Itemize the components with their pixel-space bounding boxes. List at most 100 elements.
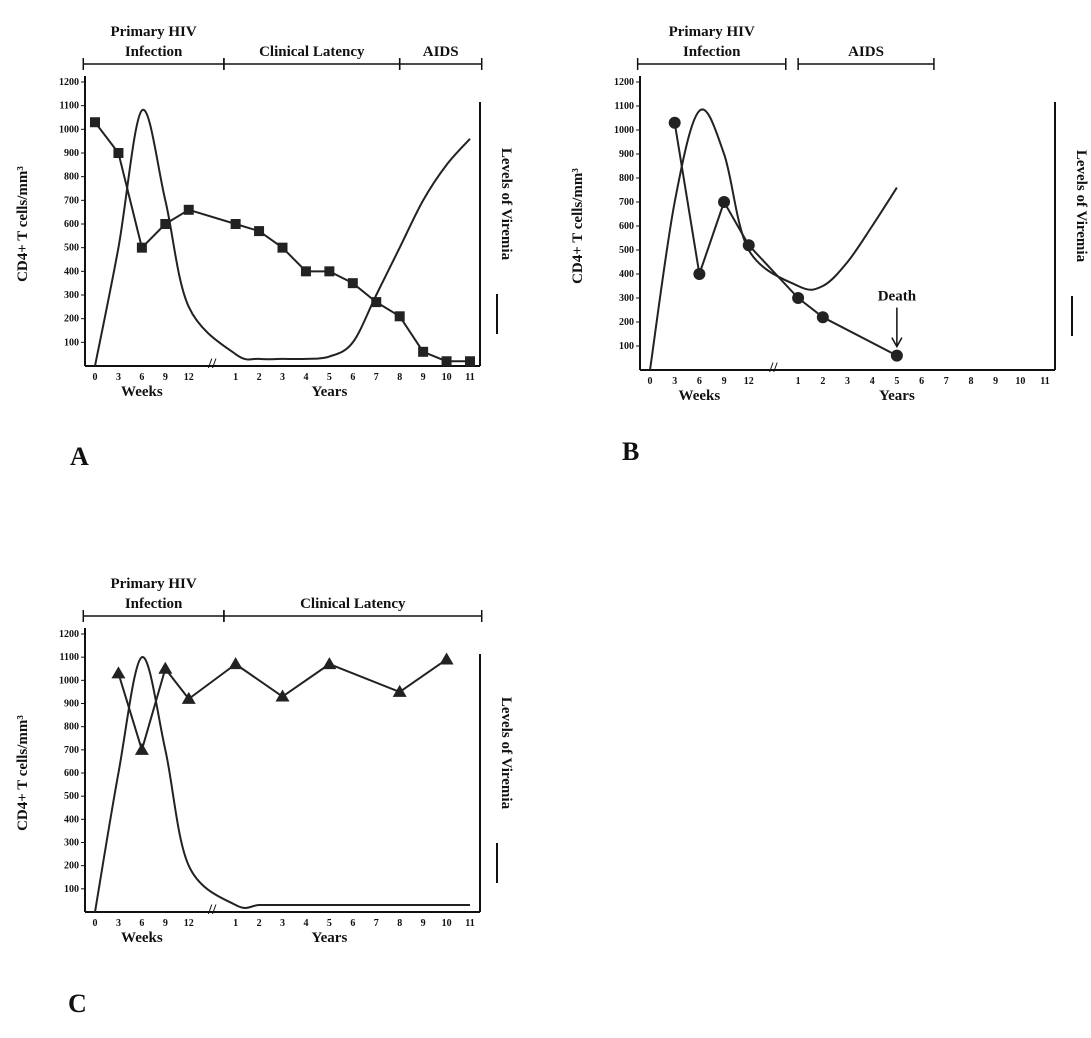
- x-tick-label: 2: [820, 376, 825, 387]
- marker: [231, 219, 241, 229]
- x-tick-label: 9: [163, 372, 168, 383]
- marker: [348, 278, 358, 288]
- y-tick-label: 400: [619, 269, 634, 280]
- x-tick-label: 12: [184, 918, 194, 929]
- y-tick-label: 500: [619, 245, 634, 256]
- marker: [111, 666, 125, 678]
- axis-break: //: [207, 356, 217, 372]
- marker: [254, 226, 264, 236]
- connector: [118, 673, 141, 749]
- y-tick-label: 1200: [59, 629, 79, 640]
- y-tick-label: 900: [619, 149, 634, 160]
- x-tick-label: 0: [93, 372, 98, 383]
- y-tick-label: 900: [64, 699, 79, 710]
- x-tick-label: 3: [116, 372, 121, 383]
- marker: [301, 266, 311, 276]
- x-label: Weeks: [121, 384, 163, 400]
- x-tick-label: 3: [280, 372, 285, 383]
- axis-break: //: [768, 360, 778, 376]
- y2-label: Levels of Viremia: [498, 148, 514, 261]
- y-tick-label: 800: [64, 722, 79, 733]
- x-label: Weeks: [679, 388, 721, 404]
- marker: [442, 356, 452, 366]
- marker: [718, 196, 730, 208]
- y-tick-label: 200: [619, 317, 634, 328]
- x-tick-label: 5: [327, 918, 332, 929]
- marker: [891, 350, 903, 362]
- phase-label: Infection: [683, 44, 741, 60]
- marker: [90, 117, 100, 127]
- x-tick-label: 6: [919, 376, 924, 387]
- x-tick-label: 6: [139, 918, 144, 929]
- x-tick-label: 9: [993, 376, 998, 387]
- y-tick-label: 400: [64, 266, 79, 277]
- connector: [189, 210, 236, 224]
- x-tick-label: 10: [442, 372, 452, 383]
- connector: [236, 664, 283, 696]
- y-tick-label: 100: [619, 341, 634, 352]
- marker: [322, 657, 336, 669]
- y-tick-label: 400: [64, 814, 79, 825]
- x-tick-label: 10: [442, 918, 452, 929]
- x-tick-label: 7: [944, 376, 949, 387]
- x-tick-label: 6: [697, 376, 702, 387]
- y-tick-label: 1000: [614, 125, 634, 136]
- x-tick-label: 1: [233, 372, 238, 383]
- phase-label: Clinical Latency: [259, 44, 365, 60]
- x-tick-label: 9: [421, 918, 426, 929]
- y-tick-label: 800: [64, 172, 79, 183]
- y-tick-label: 700: [619, 197, 634, 208]
- x-tick-label: 4: [870, 376, 875, 387]
- x-tick-label: 3: [845, 376, 850, 387]
- panel-label: B: [622, 437, 639, 466]
- x-tick-label: 9: [421, 372, 426, 383]
- connector: [699, 202, 724, 274]
- phase-label: Infection: [125, 44, 183, 60]
- y-tick-label: 1100: [60, 101, 79, 112]
- y-tick-label: 200: [64, 861, 79, 872]
- viremia-line: [650, 109, 897, 370]
- x-tick-label: 0: [648, 376, 653, 387]
- annotation: Death: [878, 289, 917, 305]
- panel-label: A: [70, 442, 89, 471]
- axis-break: //: [207, 902, 217, 918]
- x-tick-label: 11: [1040, 376, 1049, 387]
- x-tick-label: 3: [672, 376, 677, 387]
- x-tick-label: 8: [968, 376, 973, 387]
- x-tick-label: 0: [93, 918, 98, 929]
- connector: [189, 664, 236, 699]
- phase-label: Primary HIV: [669, 24, 755, 40]
- marker: [792, 292, 804, 304]
- marker: [229, 657, 243, 669]
- y-tick-label: 1200: [614, 77, 634, 88]
- y-tick-label: 600: [64, 219, 79, 230]
- y-tick-label: 1200: [59, 77, 79, 88]
- x-label: Years: [311, 384, 347, 400]
- y-tick-label: 1000: [59, 675, 79, 686]
- x-tick-label: 6: [350, 372, 355, 383]
- y-tick-label: 900: [64, 148, 79, 159]
- y-tick-label: 500: [64, 791, 79, 802]
- x-tick-label: 9: [722, 376, 727, 387]
- y-tick-label: 1000: [59, 124, 79, 135]
- y-tick-label: 700: [64, 195, 79, 206]
- x-tick-label: 2: [257, 918, 262, 929]
- y-tick-label: 600: [64, 768, 79, 779]
- connector: [400, 316, 423, 352]
- x-tick-label: 4: [303, 372, 308, 383]
- y-label: CD4+ T cells/mm³: [15, 715, 31, 831]
- y-tick-label: 1100: [615, 101, 634, 112]
- x-tick-label: 1: [796, 376, 801, 387]
- y-tick-label: 300: [64, 290, 79, 301]
- y2-label: Levels of Viremia: [498, 697, 514, 810]
- marker: [440, 652, 454, 664]
- x-tick-label: 6: [350, 918, 355, 929]
- connector: [283, 664, 330, 696]
- connector: [823, 317, 897, 355]
- connector: [749, 245, 798, 298]
- x-tick-label: 11: [465, 372, 474, 383]
- phase-label: Clinical Latency: [300, 596, 406, 612]
- phase-label: Primary HIV: [110, 576, 196, 592]
- x-tick-label: 4: [303, 918, 308, 929]
- y-label: CD4+ T cells/mm³: [570, 168, 586, 284]
